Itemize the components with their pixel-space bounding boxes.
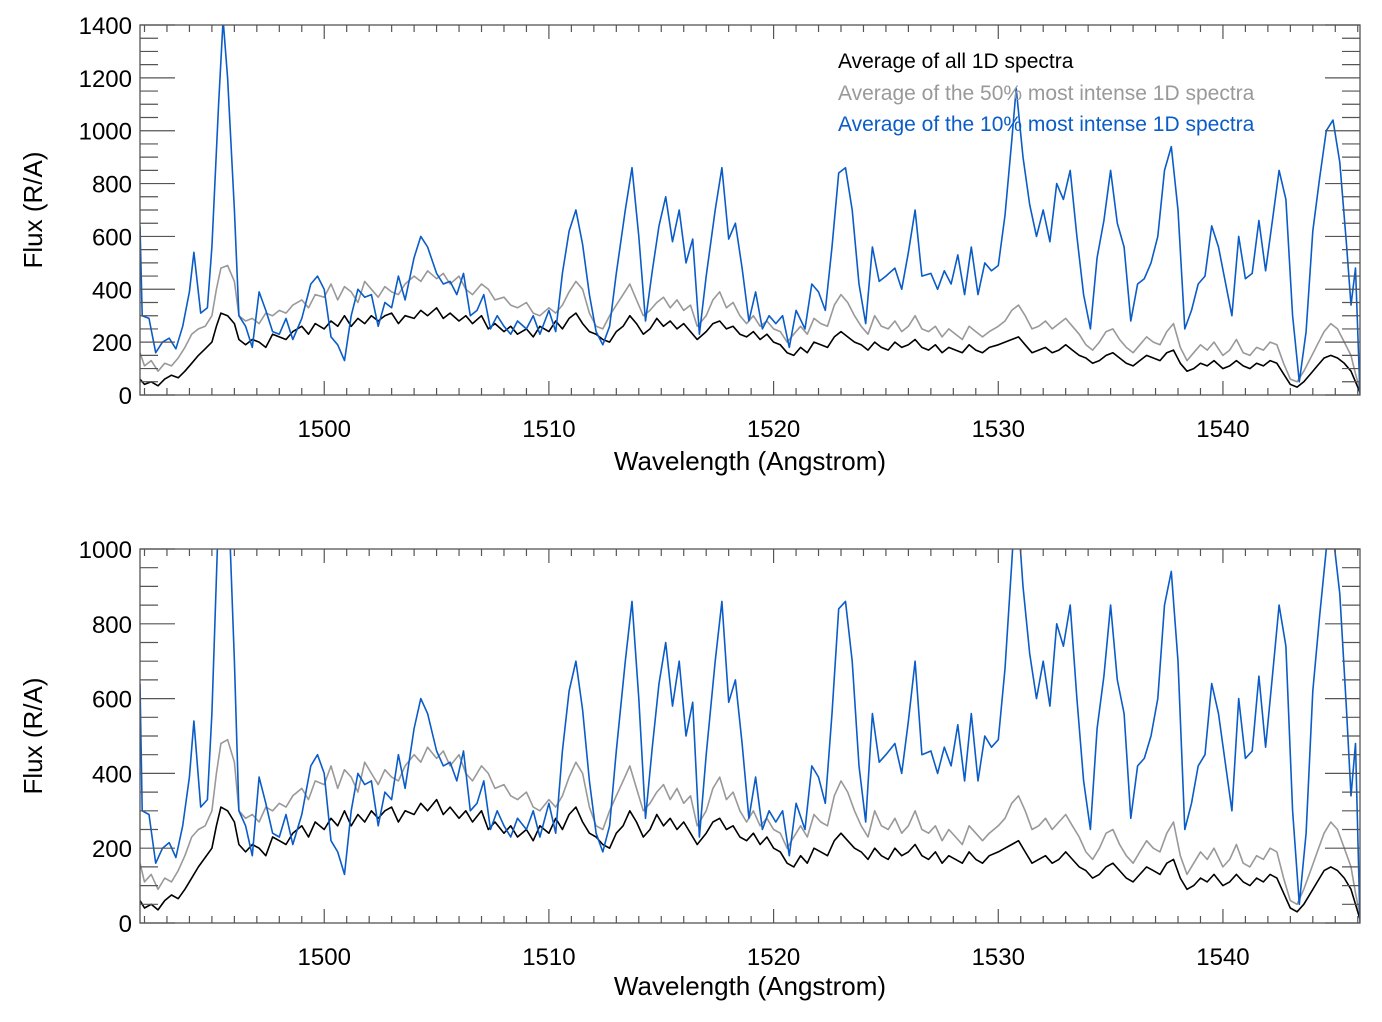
bottom-series-all	[140, 798, 1360, 920]
top-y-tick-label: 600	[92, 224, 132, 251]
bottom-x-tick-label: 1520	[747, 944, 800, 971]
legend: Average of all 1D spectra Average of the…	[838, 50, 1255, 136]
bottom-y-tick-label: 400	[92, 761, 132, 788]
top-x-tick-label: 1510	[522, 416, 575, 443]
top-panel: 1500 1510 1520 1530 1540 0 200 400 600 800 1000 120…	[18, 13, 1361, 476]
legend-entry-all: Average of all 1D spectra	[838, 50, 1074, 73]
top-y-tick-label: 800	[92, 172, 132, 199]
top-x-axis-title: Wavelength (Angstrom)	[614, 446, 886, 476]
top-axes: 1500 1510 1520 1530 1540 0 200 400 600 800 1000 120…	[79, 13, 1361, 443]
bottom-series-10pct	[140, 549, 1360, 923]
top-series-50pct	[140, 264, 1360, 390]
bottom-y-tick-label: 1000	[79, 537, 132, 564]
top-y-tick-label: 1400	[79, 13, 132, 40]
top-series-layer	[140, 25, 1360, 395]
top-axes-frame	[139, 24, 1361, 396]
bottom-x-tick-label: 1530	[972, 944, 1025, 971]
top-y-tick-label: 0	[119, 383, 132, 410]
bottom-x-tick-label: 1540	[1196, 944, 1249, 971]
top-x-tick-label: 1540	[1196, 416, 1249, 443]
bottom-series-layer	[140, 549, 1360, 923]
bottom-x-axis-title: Wavelength (Angstrom)	[614, 971, 886, 1001]
top-y-tick-label: 1200	[79, 66, 132, 93]
top-x-tick-label: 1530	[972, 416, 1025, 443]
top-series-10pct	[140, 25, 1360, 395]
top-y-tick-label: 400	[92, 277, 132, 304]
bottom-y-tick-label: 600	[92, 687, 132, 714]
top-series-all	[140, 307, 1360, 393]
top-x-tick-label: 1520	[747, 416, 800, 443]
top-y-axis-title: Flux (R/A)	[18, 152, 48, 269]
legend-entry-10pct: Average of the 10% most intense 1D spect…	[838, 113, 1255, 136]
bottom-x-tick-label: 1500	[298, 944, 351, 971]
bottom-x-tick-label: 1510	[522, 944, 575, 971]
bottom-axes: 1500 1510 1520 1530 1540 0 200 400 600 800 1000	[79, 537, 1361, 971]
bottom-y-tick-label: 800	[92, 612, 132, 639]
bottom-y-tick-label: 0	[119, 911, 132, 938]
bottom-series-50pct	[140, 738, 1360, 916]
bottom-y-tick-label: 200	[92, 836, 132, 863]
bottom-panel: 1500 1510 1520 1530 1540 0 200 400 600 800 1000 Wa…	[18, 537, 1361, 1001]
legend-entry-50pct: Average of the 50% most intense 1D spect…	[838, 82, 1255, 105]
bottom-y-axis-title: Flux (R/A)	[18, 678, 48, 795]
top-x-tick-label: 1500	[298, 416, 351, 443]
top-y-tick-label: 200	[92, 330, 132, 357]
top-y-tick-label: 1000	[79, 119, 132, 146]
